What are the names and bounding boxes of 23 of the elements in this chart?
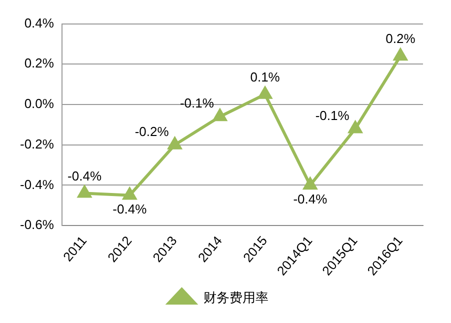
y-tick-label: 0.0% <box>24 96 54 112</box>
data-label: -0.4% <box>68 168 102 184</box>
point <box>122 188 136 200</box>
data-label: -0.4% <box>112 201 148 216</box>
point <box>258 86 272 99</box>
point <box>394 48 408 61</box>
point <box>213 109 227 122</box>
data-label: -0.1% <box>180 96 214 111</box>
y-tick-label: -0.6% <box>20 217 54 232</box>
point <box>78 186 92 198</box>
point <box>303 178 317 190</box>
point <box>168 137 182 150</box>
y-tick-label: 0.2% <box>24 56 54 71</box>
data-label: -0.1% <box>315 108 350 123</box>
data-label: -0.2% <box>134 124 170 139</box>
data-label: -0.4% <box>293 191 328 206</box>
y-tick-label: 0.4% <box>24 15 54 30</box>
y-tick-label: -0.2% <box>20 136 54 152</box>
data-label: 0.2% <box>386 31 416 46</box>
point <box>348 121 362 134</box>
y-tick-label: -0.4% <box>20 176 54 192</box>
legend-label: 财务费用率 <box>203 290 268 306</box>
data-label: 0.1% <box>250 69 280 84</box>
